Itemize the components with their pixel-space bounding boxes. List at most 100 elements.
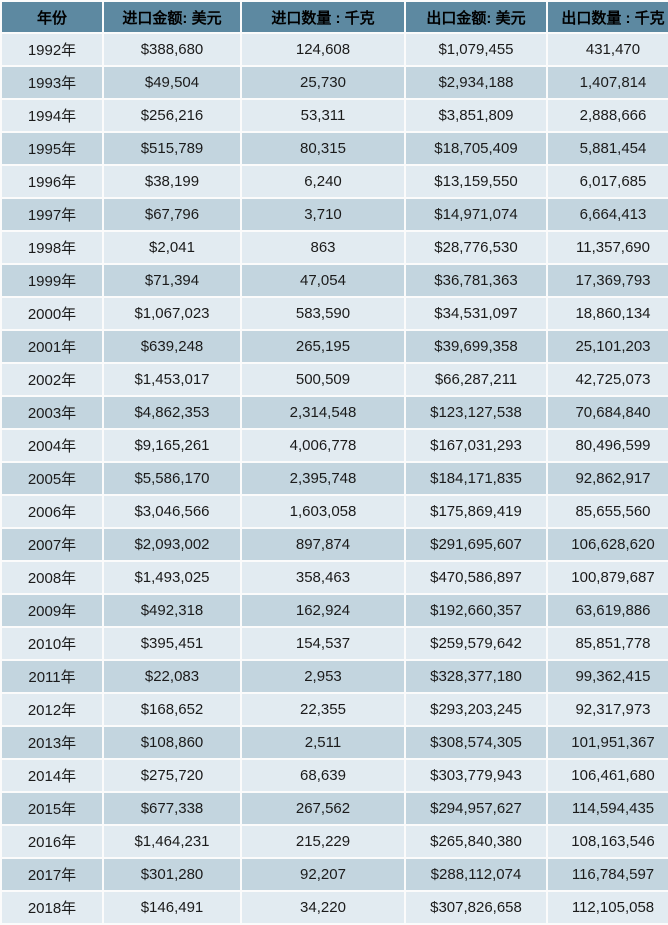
value-cell: $5,586,170 <box>104 463 240 494</box>
year-cell: 2018年 <box>2 892 102 923</box>
value-cell: $3,851,809 <box>406 100 546 131</box>
table-row: 2006年 $3,046,566 1,603,058 $175,869,419 85,6… <box>2 496 668 527</box>
value-cell: $22,083 <box>104 661 240 692</box>
value-cell: 47,054 <box>242 265 404 296</box>
value-cell: $2,934,188 <box>406 67 546 98</box>
value-cell: $288,112,074 <box>406 859 546 890</box>
table-row: 1993年 $49,504 25,730 $2,934,188 1,407,814 <box>2 67 668 98</box>
value-cell: 863 <box>242 232 404 263</box>
year-cell: 2010年 <box>2 628 102 659</box>
year-cell: 1999年 <box>2 265 102 296</box>
value-cell: 25,730 <box>242 67 404 98</box>
value-cell: $265,840,380 <box>406 826 546 857</box>
value-cell: $2,041 <box>104 232 240 263</box>
value-cell: $639,248 <box>104 331 240 362</box>
value-cell: $1,079,455 <box>406 34 546 65</box>
value-cell: 18,860,134 <box>548 298 668 329</box>
year-cell: 2009年 <box>2 595 102 626</box>
value-cell: 22,355 <box>242 694 404 725</box>
value-cell: $49,504 <box>104 67 240 98</box>
table-body: 1992年 $388,680 124,608 $1,079,455 431,470 199… <box>2 34 668 923</box>
year-cell: 1997年 <box>2 199 102 230</box>
value-cell: 2,888,666 <box>548 100 668 131</box>
value-cell: 53,311 <box>242 100 404 131</box>
value-cell: $39,699,358 <box>406 331 546 362</box>
value-cell: $275,720 <box>104 760 240 791</box>
value-cell: $167,031,293 <box>406 430 546 461</box>
year-cell: 1992年 <box>2 34 102 65</box>
table-row: 2016年 $1,464,231 215,229 $265,840,380 108,16… <box>2 826 668 857</box>
table-row: 2015年 $677,338 267,562 $294,957,627 114,594,… <box>2 793 668 824</box>
value-cell: $3,046,566 <box>104 496 240 527</box>
value-cell: 85,851,778 <box>548 628 668 659</box>
year-cell: 2000年 <box>2 298 102 329</box>
value-cell: $123,127,538 <box>406 397 546 428</box>
year-cell: 2007年 <box>2 529 102 560</box>
value-cell: $9,165,261 <box>104 430 240 461</box>
year-cell: 2004年 <box>2 430 102 461</box>
value-cell: $328,377,180 <box>406 661 546 692</box>
year-cell: 2002年 <box>2 364 102 395</box>
year-cell: 2015年 <box>2 793 102 824</box>
table-row: 2011年 $22,083 2,953 $328,377,180 99,362,415 <box>2 661 668 692</box>
value-cell: $175,869,419 <box>406 496 546 527</box>
table-row: 2007年 $2,093,002 897,874 $291,695,607 106,62… <box>2 529 668 560</box>
table-row: 1996年 $38,199 6,240 $13,159,550 6,017,685 <box>2 166 668 197</box>
column-header-export-quantity: 出口数量 : 千克 <box>548 2 668 32</box>
table-row: 2003年 $4,862,353 2,314,548 $123,127,538 70,6… <box>2 397 668 428</box>
value-cell: 92,207 <box>242 859 404 890</box>
year-cell: 1993年 <box>2 67 102 98</box>
table-row: 1995年 $515,789 80,315 $18,705,409 5,881,454 <box>2 133 668 164</box>
value-cell: $1,493,025 <box>104 562 240 593</box>
value-cell: $13,159,550 <box>406 166 546 197</box>
year-cell: 2001年 <box>2 331 102 362</box>
value-cell: $67,796 <box>104 199 240 230</box>
value-cell: $1,067,023 <box>104 298 240 329</box>
value-cell: 80,496,599 <box>548 430 668 461</box>
value-cell: $492,318 <box>104 595 240 626</box>
value-cell: $28,776,530 <box>406 232 546 263</box>
year-cell: 2016年 <box>2 826 102 857</box>
value-cell: 85,655,560 <box>548 496 668 527</box>
value-cell: $168,652 <box>104 694 240 725</box>
value-cell: 1,603,058 <box>242 496 404 527</box>
value-cell: 92,862,917 <box>548 463 668 494</box>
value-cell: $1,464,231 <box>104 826 240 857</box>
value-cell: 215,229 <box>242 826 404 857</box>
value-cell: $36,781,363 <box>406 265 546 296</box>
value-cell: 101,951,367 <box>548 727 668 758</box>
table-row: 2008年 $1,493,025 358,463 $470,586,897 100,87… <box>2 562 668 593</box>
value-cell: $34,531,097 <box>406 298 546 329</box>
value-cell: $308,574,305 <box>406 727 546 758</box>
value-cell: $470,586,897 <box>406 562 546 593</box>
year-cell: 2013年 <box>2 727 102 758</box>
value-cell: 2,953 <box>242 661 404 692</box>
value-cell: $192,660,357 <box>406 595 546 626</box>
value-cell: 108,163,546 <box>548 826 668 857</box>
value-cell: 80,315 <box>242 133 404 164</box>
value-cell: $307,826,658 <box>406 892 546 923</box>
value-cell: $256,216 <box>104 100 240 131</box>
value-cell: 897,874 <box>242 529 404 560</box>
table-row: 1999年 $71,394 47,054 $36,781,363 17,369,793 <box>2 265 668 296</box>
value-cell: $259,579,642 <box>406 628 546 659</box>
value-cell: $301,280 <box>104 859 240 890</box>
value-cell: 267,562 <box>242 793 404 824</box>
value-cell: 2,395,748 <box>242 463 404 494</box>
value-cell: 265,195 <box>242 331 404 362</box>
value-cell: $291,695,607 <box>406 529 546 560</box>
value-cell: 100,879,687 <box>548 562 668 593</box>
value-cell: $1,453,017 <box>104 364 240 395</box>
year-cell: 2005年 <box>2 463 102 494</box>
value-cell: 124,608 <box>242 34 404 65</box>
value-cell: $184,171,835 <box>406 463 546 494</box>
value-cell: 583,590 <box>242 298 404 329</box>
table-row: 1994年 $256,216 53,311 $3,851,809 2,888,666 <box>2 100 668 131</box>
value-cell: 99,362,415 <box>548 661 668 692</box>
value-cell: 6,664,413 <box>548 199 668 230</box>
value-cell: 68,639 <box>242 760 404 791</box>
year-cell: 1995年 <box>2 133 102 164</box>
value-cell: $388,680 <box>104 34 240 65</box>
value-cell: $38,199 <box>104 166 240 197</box>
table-row: 2018年 $146,491 34,220 $307,826,658 112,105,0… <box>2 892 668 923</box>
